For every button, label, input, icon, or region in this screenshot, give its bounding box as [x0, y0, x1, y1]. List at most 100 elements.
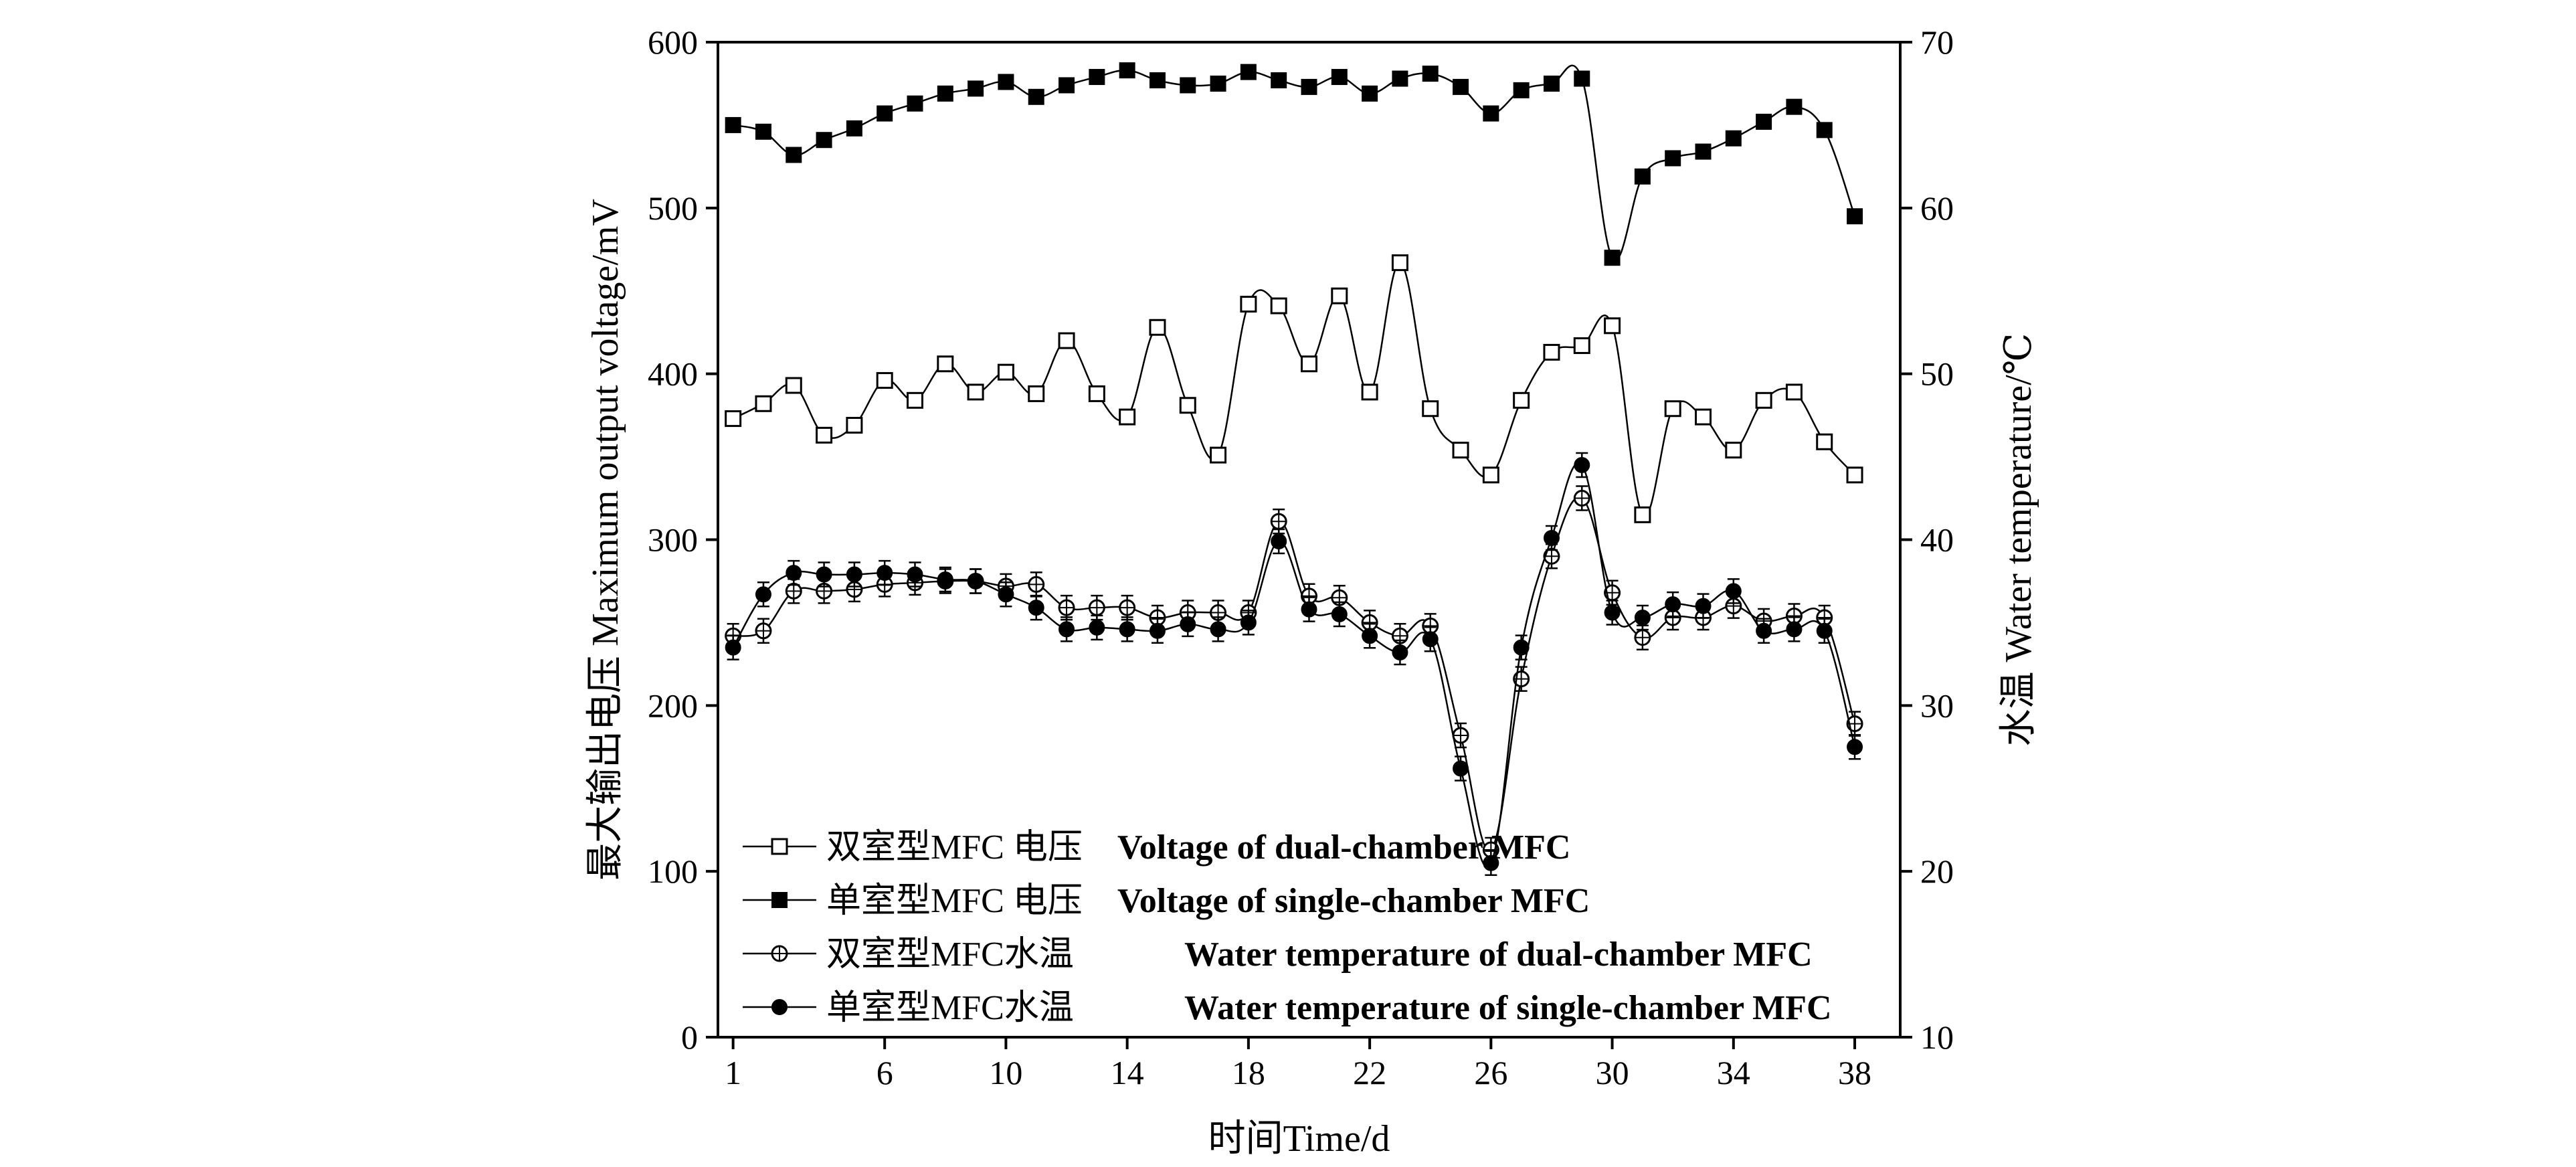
marker-filled-square: [1816, 122, 1833, 139]
data-point: [1149, 319, 1166, 336]
data-point: [1695, 598, 1712, 614]
marker-open-square: [725, 410, 742, 428]
data-point: [1422, 66, 1439, 82]
marker-filled-circle: [1271, 533, 1287, 549]
data-point: [1816, 622, 1833, 639]
marker-open-square: [1028, 385, 1045, 402]
data-point: [1331, 287, 1348, 304]
data-point: [1058, 332, 1075, 349]
data-point: [846, 120, 862, 137]
marker-filled-square: [968, 80, 984, 97]
data-point: [1088, 599, 1105, 616]
marker-open-square: [997, 363, 1014, 381]
series-line-0: [733, 262, 1855, 517]
data-point: [1604, 317, 1621, 335]
marker-filled-circle: [1331, 606, 1348, 623]
legend-label-en: Voltage of single-chamber MFC: [1117, 882, 1590, 920]
data-point: [907, 391, 923, 409]
data-point: [907, 566, 923, 583]
marker-filled-square: [1331, 69, 1348, 86]
marker-filled-circle: [1180, 616, 1196, 632]
marker-filled-circle: [1786, 621, 1803, 638]
marker-open-square: [1240, 296, 1257, 313]
data-point: [725, 116, 741, 133]
data-point: [1270, 513, 1287, 530]
marker-filled-circle: [1725, 583, 1742, 600]
marker-open-square: [1270, 297, 1287, 315]
marker-open-square: [1301, 355, 1317, 373]
data-point: [1089, 69, 1105, 86]
data-point: [997, 363, 1014, 381]
marker-open-square: [1452, 442, 1469, 459]
marker-filled-square: [846, 120, 862, 137]
data-point: [1180, 616, 1196, 632]
marker-open-square: [1088, 385, 1105, 402]
data-point: [1149, 72, 1166, 89]
marker-open-square: [816, 426, 833, 444]
data-point: [1786, 98, 1803, 115]
data-point: [816, 426, 833, 444]
data-point: [1301, 78, 1317, 95]
data-point: [1028, 575, 1045, 593]
legend: 双室型MFC 电压 Voltage of dual-chamber MFC 单室型M…: [743, 828, 1832, 1027]
data-point: [1573, 490, 1590, 507]
marker-filled-circle: [1240, 614, 1257, 631]
marker-filled-square: [1665, 150, 1681, 167]
data-point: [1483, 105, 1499, 122]
x-tick-label: 14: [1111, 1054, 1144, 1091]
x-tick-label: 34: [1717, 1054, 1750, 1091]
data-point: [816, 132, 832, 149]
marker-filled-square: [1695, 143, 1712, 160]
legend-label-en: Voltage of dual-chamber MFC: [1117, 828, 1570, 867]
data-point: [1482, 466, 1499, 484]
data-point: [755, 123, 771, 140]
data-point: [1755, 391, 1772, 409]
marker-filled-square: [1574, 70, 1590, 87]
marker-open-square: [755, 395, 772, 412]
marker-filled-square: [937, 85, 953, 102]
legend-entry-0: 双室型MFC 电压 Voltage of dual-chamber MFC: [743, 828, 1570, 867]
marker-filled-square: [1422, 66, 1439, 82]
data-point: [1210, 621, 1226, 638]
data-point: [1816, 609, 1833, 626]
y-right-axis-label: 水温 Water temperature/℃: [1998, 333, 2039, 747]
data-point: [1785, 608, 1803, 625]
series-1: [725, 62, 1863, 266]
marker-filled-circle: [786, 565, 802, 581]
data-point: [1725, 583, 1742, 600]
y-right-tick-label: 40: [1920, 521, 1954, 559]
marker-open-square: [1179, 397, 1196, 414]
marker-filled-square: [1149, 72, 1166, 89]
data-point: [1028, 385, 1045, 402]
marker-filled-square: [1240, 64, 1257, 80]
data-point: [785, 582, 802, 600]
data-point: [1543, 530, 1560, 547]
data-point: [967, 383, 984, 401]
data-point: [1452, 727, 1469, 744]
data-point: [1543, 343, 1560, 361]
legend-label-zh: 单室型MFC水温: [826, 989, 1074, 1027]
data-point: [785, 377, 802, 394]
data-point: [1634, 629, 1651, 646]
y-right-tick-label: 20: [1920, 852, 1954, 890]
legend-marker: [771, 945, 788, 962]
marker-filled-circle: [1483, 855, 1499, 871]
x-axis-label: 时间Time/d: [1208, 1118, 1390, 1160]
marker-filled-circle: [846, 566, 862, 583]
data-point: [1119, 621, 1135, 638]
marker-filled-circle: [1847, 739, 1863, 755]
y-left-tick-label: 500: [648, 189, 698, 227]
marker-open-square: [785, 377, 802, 394]
marker-open-square: [1210, 446, 1227, 464]
data-point: [1331, 606, 1348, 623]
data-point: [1513, 391, 1530, 409]
y-right-tick-label: 50: [1920, 355, 1954, 393]
y-right-tick-label: 60: [1920, 189, 1954, 227]
data-point: [1513, 82, 1530, 98]
data-point: [1543, 547, 1560, 565]
marker-filled-circle: [1119, 621, 1135, 638]
data-point: [1210, 446, 1227, 464]
data-point: [1846, 466, 1863, 484]
marker-open-square: [1816, 433, 1833, 450]
